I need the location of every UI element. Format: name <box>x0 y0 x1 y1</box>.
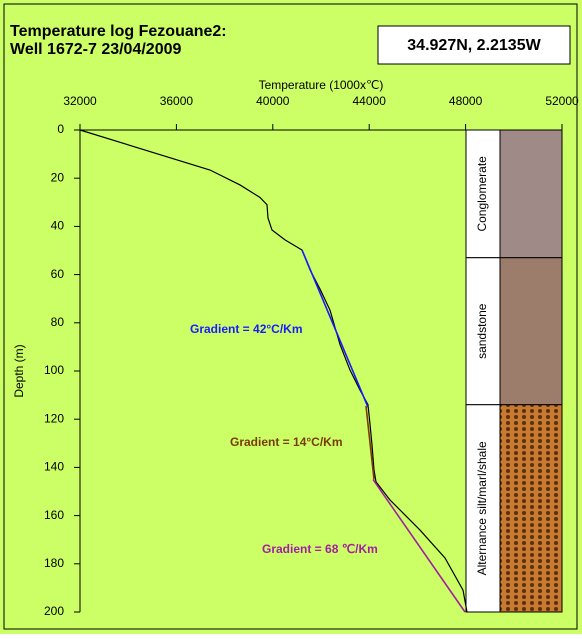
series-line <box>79 129 468 613</box>
y-tick-label: 60 <box>51 267 65 281</box>
lithology-label-box <box>465 129 501 259</box>
x-axis-title: Temperature (1000x℃) <box>259 78 384 92</box>
lithology-label: Conglomerate <box>475 156 489 232</box>
y-tick-label: 0 <box>57 122 64 136</box>
series-line <box>372 478 466 613</box>
x-tick-label: 32000 <box>63 94 97 108</box>
lithology-label: sandstone <box>475 303 489 359</box>
y-tick-label: 200 <box>44 604 64 618</box>
x-tick-label: 44000 <box>353 94 387 108</box>
gradient-annotation: Gradient = 68 ℃/Km <box>262 542 378 556</box>
y-tick-label: 40 <box>51 219 65 233</box>
gradient-annotation: Gradient = 14°C/Km <box>230 435 343 449</box>
y-axis-title: Depth (m) <box>12 344 26 397</box>
y-tick-label: 160 <box>44 508 64 522</box>
subtitle: Well 1672-7 23/04/2009 <box>10 41 181 58</box>
frame <box>3 3 578 630</box>
x-tick-label: 36000 <box>160 94 194 108</box>
lithology-label-box <box>465 404 501 613</box>
series-line <box>301 249 369 408</box>
y-tick-label: 20 <box>51 170 65 184</box>
location-box <box>377 25 571 65</box>
x-tick-label: 52000 <box>545 94 579 108</box>
lithology-fill <box>499 129 563 259</box>
y-tick-label: 140 <box>44 460 64 474</box>
gradient-annotation: Gradient = 42°C/Km <box>190 322 303 336</box>
lithology-fill <box>499 257 563 406</box>
title: Temperature log Fezouane2: <box>10 23 227 40</box>
lithology-label: Alternance silt/marl/shale <box>475 441 489 575</box>
y-tick-label: 80 <box>51 315 65 329</box>
series-line <box>365 405 375 480</box>
x-tick-label: 40000 <box>256 94 290 108</box>
y-tick-label: 100 <box>44 363 64 377</box>
y-tick-label: 120 <box>44 411 64 425</box>
x-tick-label: 48000 <box>449 94 483 108</box>
lithology-fill <box>499 404 563 613</box>
location: 34.927N, 2.2135W <box>407 37 541 54</box>
y-tick-label: 180 <box>44 556 64 570</box>
